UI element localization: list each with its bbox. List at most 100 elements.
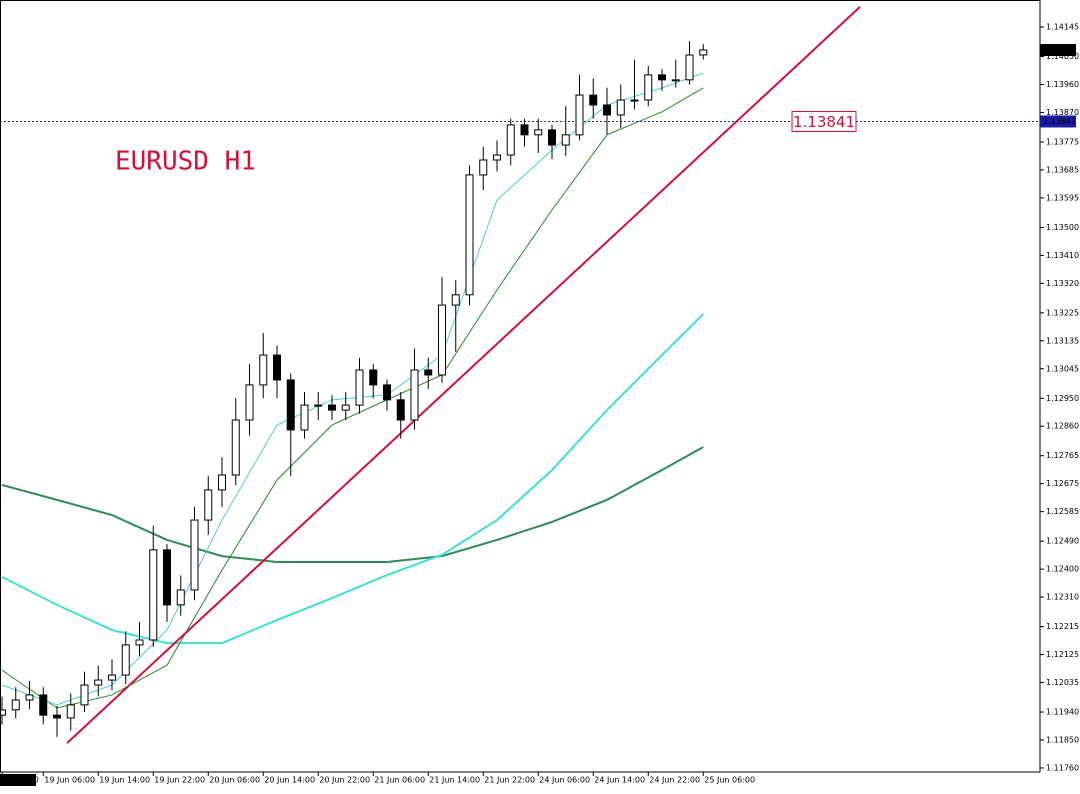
trend-line: [66, 6, 861, 744]
candle-body: [589, 94, 598, 106]
y-tick-label: 1.13410: [1046, 251, 1079, 260]
y-tick-label: 1.14050: [1046, 52, 1079, 61]
candle-body: [616, 99, 625, 116]
candle-body: [424, 369, 433, 376]
y-tick-label: 1.12490: [1046, 537, 1079, 546]
last-price-marker: [1040, 44, 1076, 57]
candle-body: [231, 419, 240, 476]
y-tick-label: 1.12400: [1046, 565, 1079, 574]
x-tick-label: 21 Jun 06:00: [374, 776, 425, 785]
candle-body: [53, 714, 61, 719]
candle-body: [671, 79, 680, 82]
y-tick-label: 1.13775: [1046, 137, 1079, 146]
candle-body: [259, 354, 268, 386]
y-tick-label: 1.11850: [1046, 736, 1079, 745]
price-axis-marker: [1040, 115, 1076, 128]
candle-body: [603, 104, 611, 116]
x-tick-label: 25 Jun 06:00: [704, 776, 755, 785]
candle-body: [286, 379, 295, 431]
candle-body: [506, 124, 515, 156]
candle-body: [575, 94, 584, 136]
candle-body: [465, 174, 474, 296]
candle-body: [135, 639, 144, 646]
candle-body: [94, 679, 103, 686]
candle-body: [176, 589, 185, 606]
candle-body: [0, 709, 6, 716]
candle-body: [218, 474, 226, 491]
candle-body: [108, 674, 116, 681]
candle-body: [451, 294, 460, 306]
candle-body: [300, 404, 309, 431]
x-label-box: [0, 774, 36, 786]
x-tick-label: 19 Jun 22:00: [154, 776, 205, 785]
price-line-label-box: [791, 110, 857, 132]
candle-body: [314, 404, 323, 407]
y-tick-label: 1.12585: [1046, 507, 1079, 516]
y-tick-label: 1.13320: [1046, 279, 1079, 288]
candle-body: [80, 684, 89, 706]
candle-body: [190, 519, 199, 591]
x-tick-label: 20 Jun 06:00: [209, 776, 260, 785]
plot-area: [0, 6, 1040, 744]
y-tick-label: 1.12950: [1046, 394, 1079, 403]
x-tick-label: 19 Jun 06:00: [44, 776, 95, 785]
candle-body: [685, 54, 694, 81]
y-tick-label: 1.12125: [1046, 650, 1079, 659]
y-tick-label: 1.11760: [1046, 763, 1079, 772]
y-tick-label: 1.12035: [1046, 678, 1079, 687]
y-tick-label: 1.12860: [1046, 422, 1079, 431]
candle-body: [273, 354, 281, 381]
y-tick-label: 1.13685: [1046, 165, 1079, 174]
candle-body: [383, 384, 391, 401]
x-tick-label: 19 Jun 14:00: [99, 776, 150, 785]
y-tick-label: 1.14145: [1046, 23, 1079, 32]
candle-body: [121, 644, 130, 676]
candle-body: [658, 74, 666, 81]
x-tick-label: 20 Jun 22:00: [319, 776, 370, 785]
y-tick-label: 1.12310: [1046, 593, 1079, 602]
y-tick-label: 1.12675: [1046, 479, 1079, 488]
x-tick-label: 24 Jun 22:00: [649, 776, 700, 785]
y-tick-label: 1.13135: [1046, 336, 1079, 345]
y-tick-label: 1.13870: [1046, 108, 1079, 117]
candle-body: [410, 369, 419, 421]
x-tick-label: 24 Jun 06:00: [539, 776, 590, 785]
candle-body: [328, 404, 336, 411]
moving-average: [1, 313, 704, 645]
chart-title: EURUSD H1: [115, 147, 256, 177]
candle-body: [39, 694, 48, 716]
candle-body: [548, 129, 556, 146]
candle-body: [630, 99, 639, 102]
candle-body: [699, 49, 708, 56]
candle-body: [561, 134, 570, 146]
price-axis-marker-label: 1.13841: [1043, 117, 1076, 126]
x-tick-label: 19 00:00: [3, 776, 39, 785]
candle-body: [149, 549, 158, 641]
y-tick-label: 1.13960: [1046, 80, 1079, 89]
last-price-label: 1.14071: [1043, 46, 1076, 55]
candle-body: [493, 154, 501, 161]
x-tick-label: 24 Jun 14:00: [594, 776, 645, 785]
candle-body: [355, 369, 364, 406]
candle-body: [11, 699, 20, 711]
x-tick-label: 20 Jun 14:00: [264, 776, 315, 785]
candle-body: [25, 694, 34, 701]
candle-body: [520, 124, 529, 136]
candle-body: [396, 399, 405, 421]
y-tick-label: 1.13225: [1046, 308, 1079, 317]
candle-body: [245, 384, 254, 421]
y-tick-label: 1.13500: [1046, 223, 1079, 232]
candle-body: [341, 404, 350, 411]
candle-body: [163, 549, 171, 606]
candle-body: [438, 304, 446, 376]
candle-body: [534, 129, 543, 136]
y-tick-label: 1.13045: [1046, 364, 1079, 373]
y-tick-label: 1.12215: [1046, 622, 1079, 631]
candle-body: [479, 159, 488, 176]
moving-average: [1, 446, 704, 563]
candle-body: [369, 369, 378, 386]
y-tick-label: 1.12765: [1046, 451, 1079, 460]
candle-body: [644, 74, 653, 101]
